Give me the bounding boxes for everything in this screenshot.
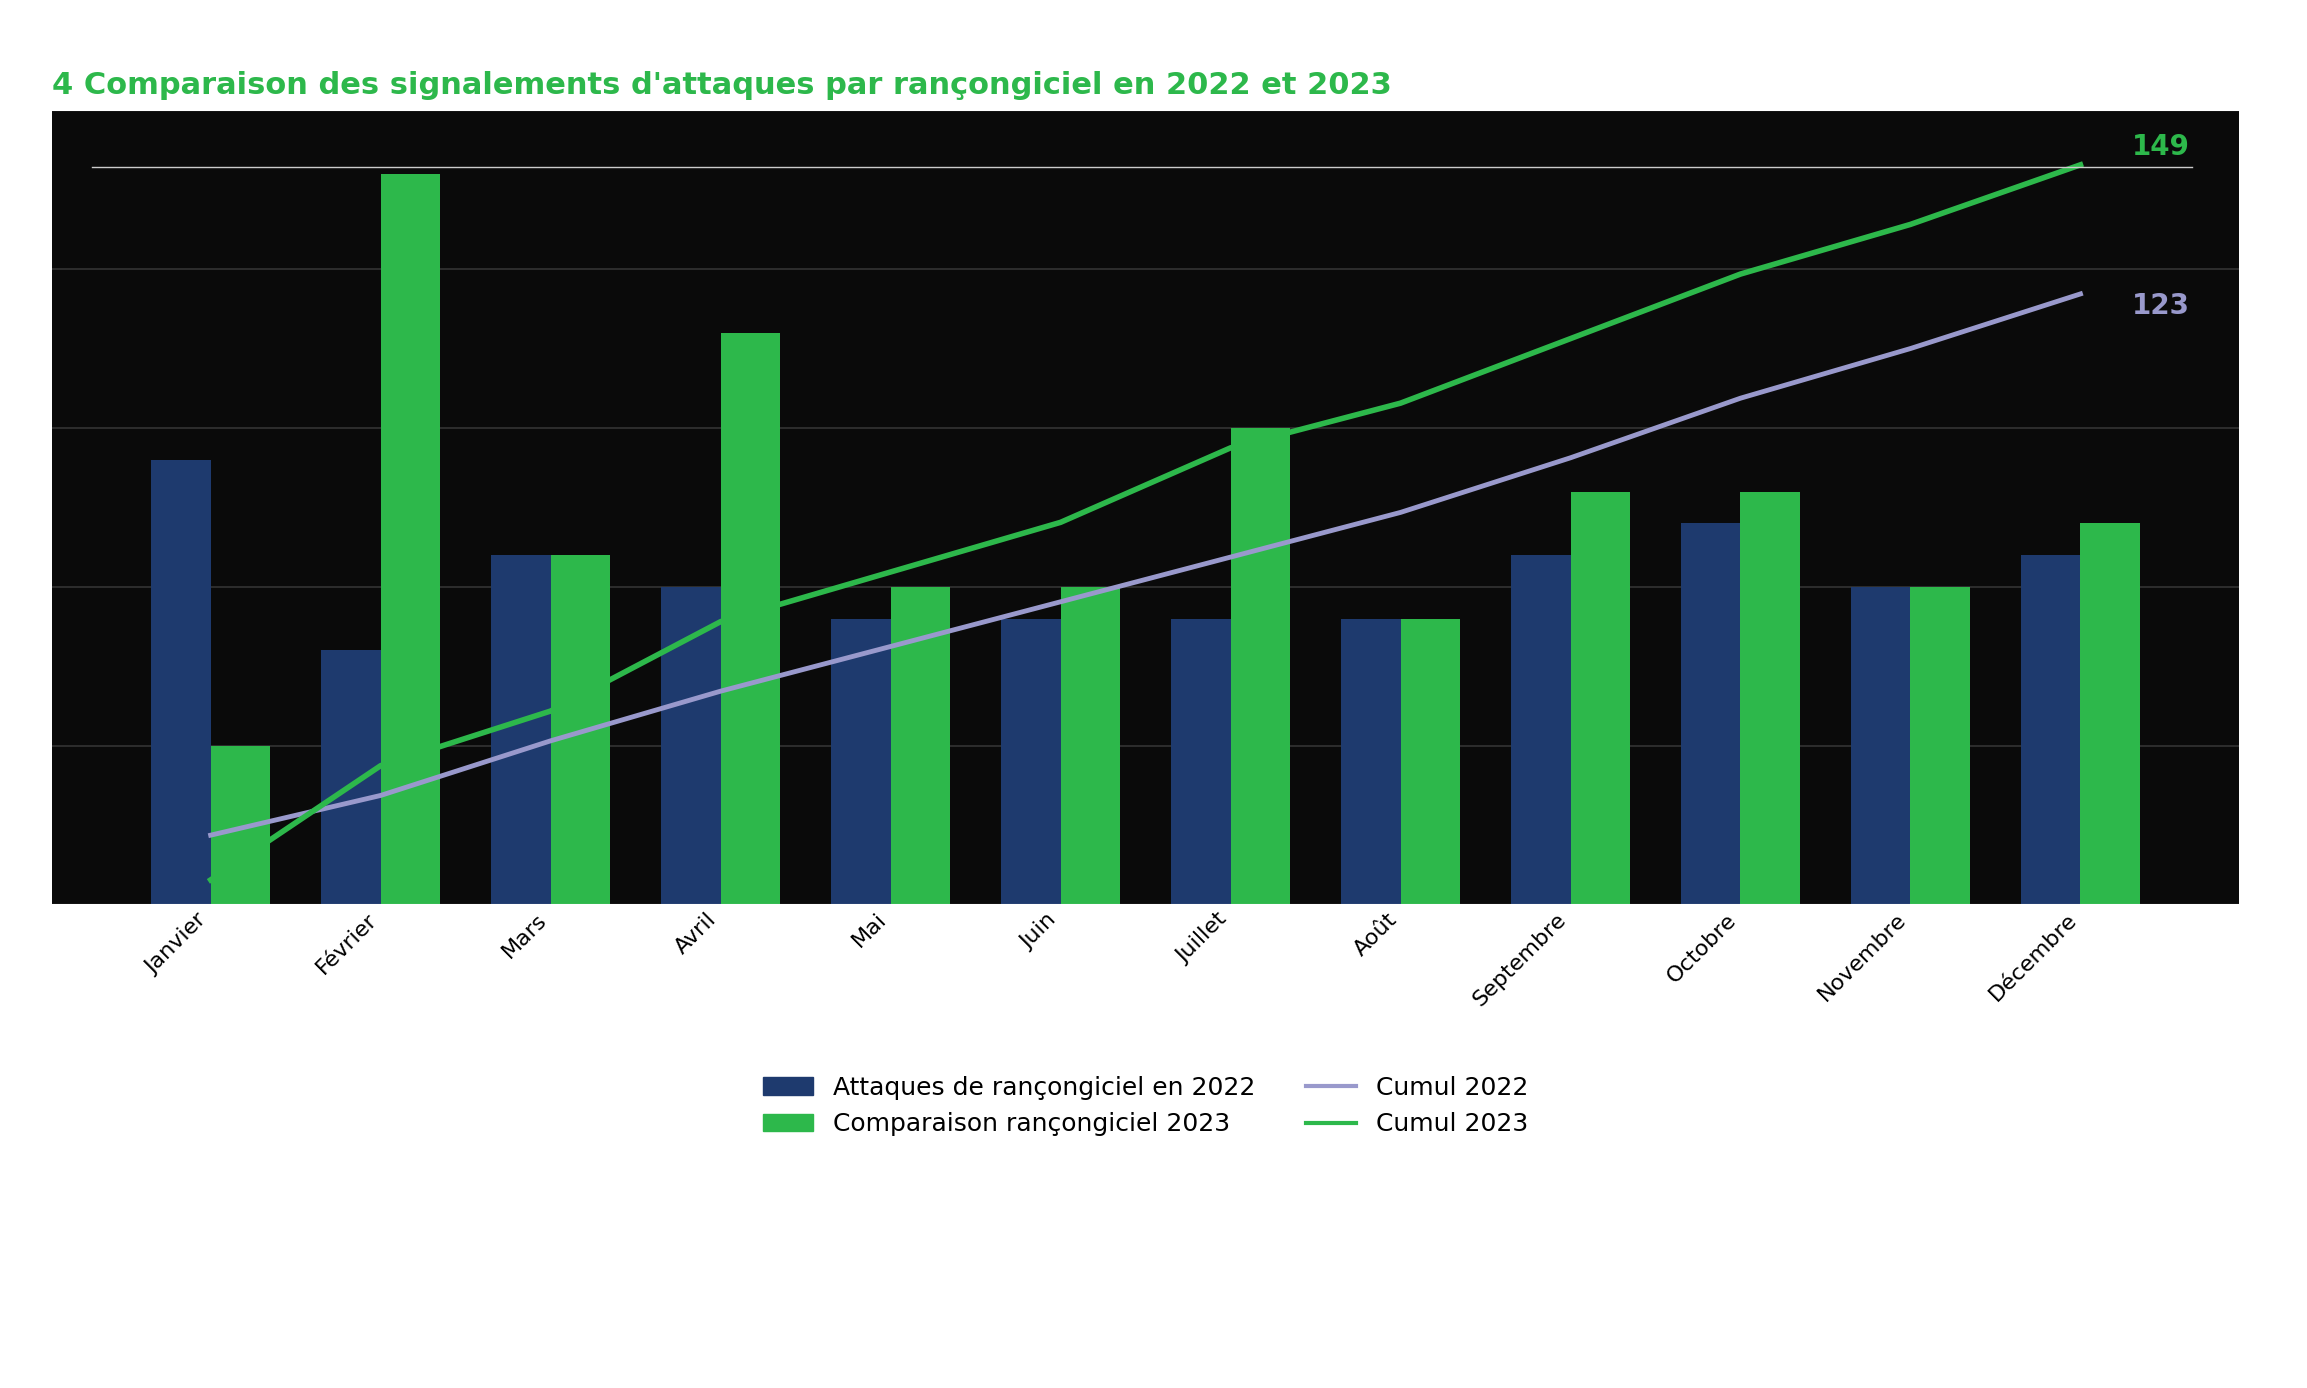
Cumul 2022 xyxy=(1047,594,1075,611)
Cumul 2022 xyxy=(706,683,734,700)
Cumul 2022 xyxy=(538,733,565,750)
Text: 4 Comparaison des signalements d'attaques par rançongiciel en 2022 et 2023: 4 Comparaison des signalements d'attaque… xyxy=(51,71,1391,100)
Text: 149: 149 xyxy=(2132,133,2189,161)
Legend: Attaques de rançongiciel en 2022, Comparaison rançongiciel 2023, Cumul 2022, Cum: Attaques de rançongiciel en 2022, Compar… xyxy=(752,1066,1539,1146)
Bar xyxy=(720,333,780,905)
Cumul 2023 xyxy=(1557,330,1585,347)
Bar xyxy=(381,174,441,905)
Cumul 2022 xyxy=(1387,504,1414,520)
Bar xyxy=(1400,619,1460,905)
Bar xyxy=(1682,523,1739,905)
Cumul 2023 xyxy=(1047,514,1075,530)
Cumul 2023 xyxy=(706,613,734,630)
Bar xyxy=(1571,491,1631,905)
Bar xyxy=(1910,587,1970,905)
Bar xyxy=(891,587,950,905)
Bar xyxy=(1230,428,1290,905)
Bar xyxy=(1061,587,1121,905)
Cumul 2022 xyxy=(1216,548,1243,565)
Text: 123: 123 xyxy=(2132,291,2189,319)
Cumul 2022 xyxy=(196,827,224,844)
Cumul 2022 xyxy=(1896,340,1924,357)
Bar xyxy=(551,555,609,905)
Bar xyxy=(1172,619,1230,905)
Cumul 2022 xyxy=(877,638,904,655)
Bar xyxy=(1001,619,1061,905)
Cumul 2023 xyxy=(1896,217,1924,233)
Bar xyxy=(2021,555,2081,905)
Bar xyxy=(2081,523,2141,905)
Bar xyxy=(321,651,381,905)
Cumul 2022 xyxy=(2067,286,2095,303)
Cumul 2023 xyxy=(196,872,224,888)
Bar xyxy=(831,619,891,905)
Bar xyxy=(210,745,270,905)
Bar xyxy=(1340,619,1400,905)
Cumul 2023 xyxy=(1387,394,1414,411)
Bar xyxy=(1739,491,1799,905)
Bar xyxy=(152,459,210,905)
Cumul 2022 xyxy=(1726,390,1753,407)
Bar xyxy=(1850,587,1910,905)
Cumul 2023 xyxy=(1216,440,1243,457)
Cumul 2023 xyxy=(367,758,394,775)
Bar xyxy=(1511,555,1571,905)
Cumul 2022 xyxy=(367,787,394,804)
Bar xyxy=(662,587,720,905)
Bar xyxy=(491,555,551,905)
Cumul 2022 xyxy=(1557,450,1585,466)
Cumul 2023 xyxy=(1726,265,1753,282)
Cumul 2023 xyxy=(2067,157,2095,174)
Line: Cumul 2023: Cumul 2023 xyxy=(210,165,2081,880)
Cumul 2023 xyxy=(538,702,565,719)
Line: Cumul 2022: Cumul 2022 xyxy=(210,294,2081,836)
Cumul 2023 xyxy=(877,564,904,580)
